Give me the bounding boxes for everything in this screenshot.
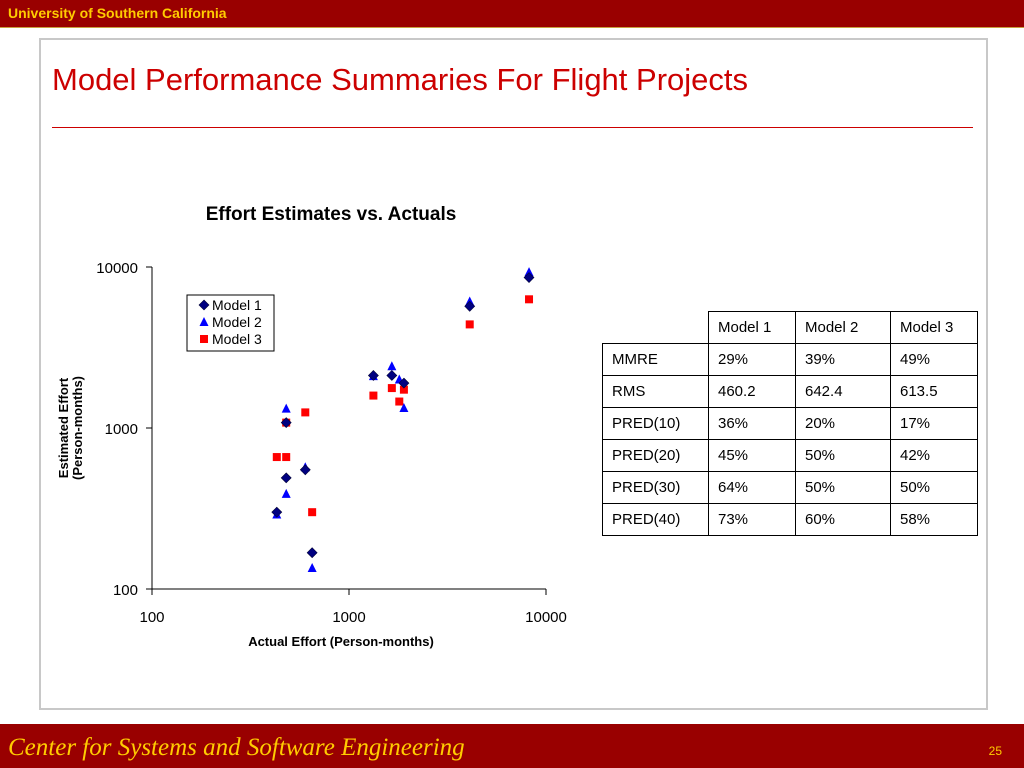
model-3-point xyxy=(369,391,378,400)
table-header-cell: Model 2 xyxy=(795,311,891,344)
table-cell: 613.5 xyxy=(890,375,978,408)
model-3-point xyxy=(525,295,534,304)
model-1-legend-label: Model 1 xyxy=(212,297,262,313)
model-3-point xyxy=(308,508,317,517)
x-axis-label: Actual Effort (Person-months) xyxy=(248,634,434,649)
model-2-legend-marker xyxy=(199,317,209,326)
model-1-point xyxy=(386,370,398,381)
model-stats-table: Model 1 Model 2 Model 3 MMRE 29% 39% 49%… xyxy=(602,311,978,536)
model-3-legend-marker xyxy=(200,335,208,343)
model-3-point xyxy=(272,453,281,462)
table-header-row: Model 1 Model 2 Model 3 xyxy=(602,311,978,344)
table-row: RMS 460.2 642.4 613.5 xyxy=(602,375,978,408)
model-1-point xyxy=(523,272,535,283)
table-cell: 50% xyxy=(795,439,891,472)
table-cell: PRED(10) xyxy=(602,407,709,440)
data-points xyxy=(271,267,535,573)
model-1-point xyxy=(306,547,318,559)
table-cell: 73% xyxy=(708,503,796,536)
page-number: 25 xyxy=(988,744,1002,758)
x-axis-ticks: 100 1000 10000 xyxy=(139,589,567,626)
model-1-legend-marker xyxy=(198,299,210,311)
model-1-point xyxy=(464,300,476,312)
model-3-point xyxy=(282,453,291,462)
table-cell: 60% xyxy=(795,503,891,536)
model-2-point xyxy=(307,563,317,573)
table-cell: 64% xyxy=(708,471,796,504)
table-cell: PRED(20) xyxy=(602,439,709,472)
title-divider xyxy=(52,127,973,128)
model-3-point xyxy=(395,397,404,406)
table-cell: 45% xyxy=(708,439,796,472)
model-3-point xyxy=(465,320,474,329)
table-header-cell: Model 3 xyxy=(890,311,978,344)
model-1-point xyxy=(398,377,410,389)
slide-title: Model Performance Summaries For Flight P… xyxy=(52,62,749,97)
model-2-point xyxy=(399,403,409,413)
table-cell: MMRE xyxy=(602,343,709,376)
table-cell: 50% xyxy=(890,471,978,504)
x-tick-label: 1000 xyxy=(332,609,365,626)
chart-title: Effort Estimates vs. Actuals xyxy=(206,204,457,225)
bottom-banner: Center for Systems and Software Engineer… xyxy=(0,724,1024,768)
model-1-point xyxy=(367,370,379,381)
table-row: PRED(20) 45% 50% 42% xyxy=(602,439,978,472)
x-tick-label: 100 xyxy=(139,609,164,626)
table-row: PRED(40) 73% 60% 58% xyxy=(602,503,978,536)
model-1-point xyxy=(271,506,283,518)
model-2-point xyxy=(524,267,534,277)
table-cell: 42% xyxy=(890,439,978,472)
table-cell: 460.2 xyxy=(708,375,796,408)
table-cell: 17% xyxy=(890,407,978,440)
table-header-cell xyxy=(602,311,709,344)
model-1-point xyxy=(280,472,292,484)
center-name: Center for Systems and Software Engineer… xyxy=(8,734,465,761)
table-row: PRED(10) 36% 20% 17% xyxy=(602,407,978,440)
table-cell: 642.4 xyxy=(795,375,891,408)
table-cell: 39% xyxy=(795,343,891,376)
table-cell: RMS xyxy=(602,375,709,408)
institution-name: University of Southern California xyxy=(8,5,227,21)
table-cell: 36% xyxy=(708,407,796,440)
model-2-point xyxy=(281,488,291,498)
model-2-point xyxy=(387,361,397,371)
model-1-point xyxy=(299,464,311,476)
table-cell: 20% xyxy=(795,407,891,440)
model-3-legend-label: Model 3 xyxy=(212,331,262,347)
y-axis-ticks: 100 1000 10000 xyxy=(96,260,152,599)
table-header-cell: Model 1 xyxy=(708,311,796,344)
y-axis-label-line2: (Person-months) xyxy=(70,376,85,480)
model-1-point xyxy=(280,417,292,429)
table-row: MMRE 29% 39% 49% xyxy=(602,343,978,376)
y-tick-label: 100 xyxy=(113,582,138,599)
model-2-point xyxy=(281,403,291,413)
table-cell: 49% xyxy=(890,343,978,376)
y-tick-label: 1000 xyxy=(105,421,138,438)
top-banner: University of Southern California xyxy=(0,0,1024,28)
model-3-point xyxy=(399,385,408,394)
y-tick-label: 10000 xyxy=(96,260,138,277)
model-3-point xyxy=(301,408,310,417)
x-tick-label: 10000 xyxy=(525,609,567,626)
table-cell: PRED(40) xyxy=(602,503,709,536)
table-cell: 29% xyxy=(708,343,796,376)
y-axis-label-line1: Estimated Effort xyxy=(56,377,71,478)
table-cell: 50% xyxy=(795,471,891,504)
table-row: PRED(30) 64% 50% 50% xyxy=(602,471,978,504)
table-cell: 58% xyxy=(890,503,978,536)
model-3-point xyxy=(387,384,396,393)
table-cell: PRED(30) xyxy=(602,471,709,504)
model-2-legend-label: Model 2 xyxy=(212,314,262,330)
